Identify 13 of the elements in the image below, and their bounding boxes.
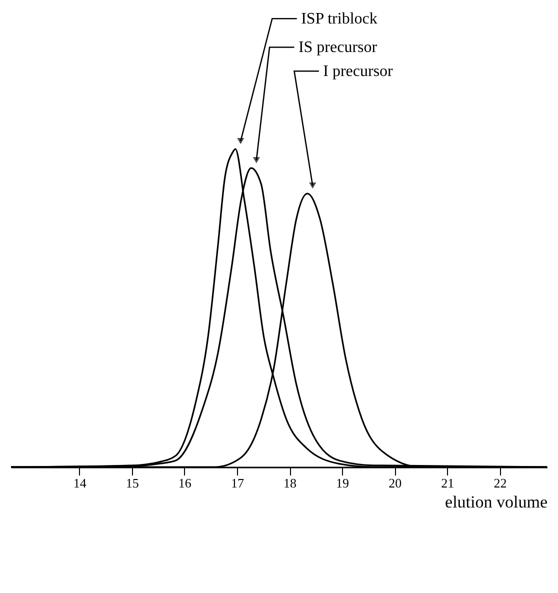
x-tick-label: 14 bbox=[73, 476, 87, 490]
x-axis-title: elution volume bbox=[445, 492, 548, 512]
text: ISP triblock bbox=[301, 10, 378, 28]
x-tick-label: 15 bbox=[126, 476, 139, 490]
text: I precursor bbox=[323, 63, 394, 80]
x-tick-label: 22 bbox=[494, 476, 507, 490]
text: IS precursor bbox=[298, 39, 378, 56]
x-tick-label: 16 bbox=[178, 476, 192, 490]
x-tick-label: 21 bbox=[441, 476, 454, 490]
x-tick-label: 17 bbox=[230, 476, 244, 490]
x-tick-label: 20 bbox=[388, 476, 402, 490]
x-tick-label: 18 bbox=[284, 476, 297, 490]
x-tick-label: 19 bbox=[336, 476, 350, 490]
